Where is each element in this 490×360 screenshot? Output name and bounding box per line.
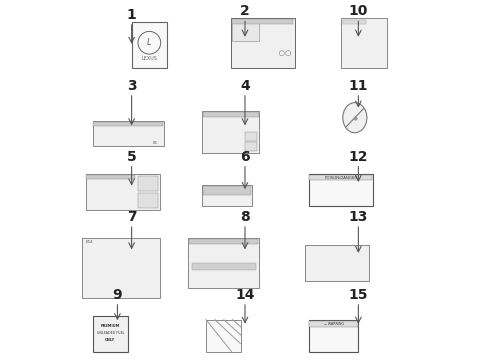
Text: 3: 3 [127,79,136,93]
Bar [188,238,259,288]
Text: 5: 5 [127,150,137,164]
Bar [309,321,358,327]
Text: UNLEADED FUEL: UNLEADED FUEL [97,331,124,335]
Bar [132,22,167,68]
Text: 13: 13 [349,210,368,224]
Bar [309,174,372,206]
Bar [203,112,259,117]
Text: 7: 7 [127,210,136,224]
Text: 11: 11 [348,79,368,93]
Bar [202,111,259,153]
Bar [206,320,242,351]
Text: ⚠ WARNING: ⚠ WARNING [323,322,343,326]
Bar [93,121,164,146]
Bar [138,176,158,192]
Text: 6: 6 [240,150,250,164]
Text: 8: 8 [240,210,250,224]
Bar [245,141,257,151]
Text: 4: 4 [240,79,250,93]
Text: E14: E14 [86,240,94,244]
Text: ONLY: ONLY [105,338,116,342]
Bar [189,239,258,244]
Bar [231,18,294,68]
Text: PREMIUM: PREMIUM [101,324,120,328]
Text: 2: 2 [240,4,250,18]
Text: 81: 81 [153,141,158,145]
Bar [93,316,128,351]
Text: 10: 10 [349,4,368,18]
Bar [138,193,158,208]
Bar [232,19,294,24]
Bar [86,174,160,210]
Ellipse shape [343,103,367,133]
Text: 9: 9 [113,288,122,302]
Bar [86,175,135,179]
Text: POISON/DANGER: POISON/DANGER [324,176,357,180]
Bar [309,175,372,180]
Text: LEXUS: LEXUS [142,56,157,61]
Bar [202,185,252,206]
Text: 12: 12 [348,150,368,164]
Text: L: L [147,38,151,47]
Bar [232,20,259,41]
Text: 1: 1 [127,8,137,22]
Text: 15: 15 [348,288,368,302]
Bar [341,18,387,68]
Bar [245,132,257,141]
Bar [203,186,251,194]
Bar [309,320,358,351]
Text: 14: 14 [235,288,255,302]
Bar [305,245,369,281]
Bar [82,238,160,298]
Bar [343,21,366,24]
Bar [192,263,256,270]
Bar [94,122,163,126]
